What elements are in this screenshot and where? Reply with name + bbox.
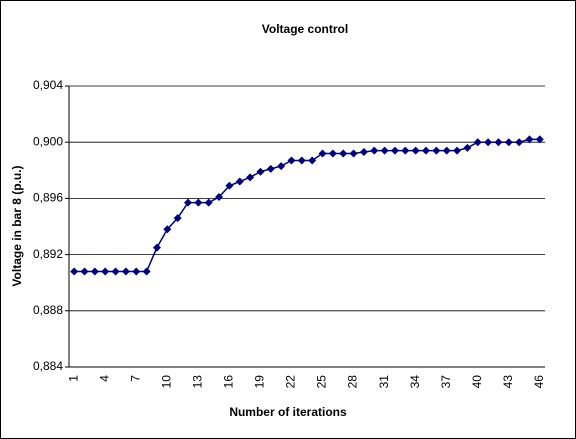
marker [142,267,151,276]
x-tick-label: 4 [97,375,111,382]
marker [132,267,141,276]
marker [370,146,379,155]
marker [70,267,79,276]
marker [184,198,192,207]
marker [80,267,89,276]
marker [235,177,244,186]
marker [287,156,296,165]
marker [401,146,410,155]
x-tick-label: 34 [408,375,422,389]
marker [390,146,399,155]
marker [535,135,544,144]
marker [359,148,368,157]
marker [432,146,441,155]
x-tick-label: 37 [439,375,453,389]
marker [308,156,317,165]
y-tick-label: 0,892 [33,247,63,261]
marker [339,149,348,158]
y-tick-label: 0,888 [33,303,63,317]
marker [204,198,213,207]
marker [504,138,513,147]
marker [422,146,430,155]
x-tick-label: 1 [66,375,80,382]
marker [277,162,286,171]
marker [246,173,255,182]
marker [152,243,161,252]
x-axis-label: Number of iterations [229,405,347,419]
y-tick-label: 0,884 [33,359,63,373]
marker [121,267,130,276]
x-tick-label: 40 [470,375,484,389]
y-axis-label: Voltage in bar 8 (p.u.) [10,165,24,286]
x-tick-label: 19 [253,375,267,389]
marker [442,146,451,155]
marker [494,138,503,147]
marker [380,146,389,155]
marker [463,143,472,152]
series-line [74,138,540,273]
y-tick-label: 0,900 [33,134,63,148]
marker [328,149,337,158]
marker [266,164,275,173]
x-tick-label: 16 [222,375,236,389]
marker [515,138,524,147]
y-tick-label: 0,904 [33,78,63,92]
marker [163,225,172,234]
marker [525,135,534,144]
marker [318,149,327,158]
x-tick-label: 10 [159,375,173,389]
y-tick-label: 0,896 [33,191,63,205]
marker [256,167,265,176]
marker [194,198,203,207]
marker [90,267,99,276]
x-tick-label: 25 [315,375,329,389]
x-tick-label: 13 [191,375,205,389]
marker [225,181,234,190]
marker [349,149,358,158]
x-tick-label: 7 [128,375,142,382]
marker [484,138,493,147]
x-tick-label: 28 [346,375,360,389]
marker [215,192,224,201]
marker [411,146,420,155]
x-tick-label: 22 [284,375,298,389]
marker [111,267,120,276]
marker [297,156,306,165]
marker [453,146,462,155]
marker [473,138,482,147]
marker [101,267,110,276]
x-tick-label: 43 [501,375,515,389]
chart-title: Voltage control [262,22,348,36]
x-tick-label: 31 [377,375,391,389]
x-tick-label: 46 [532,375,546,389]
marker [173,214,182,223]
